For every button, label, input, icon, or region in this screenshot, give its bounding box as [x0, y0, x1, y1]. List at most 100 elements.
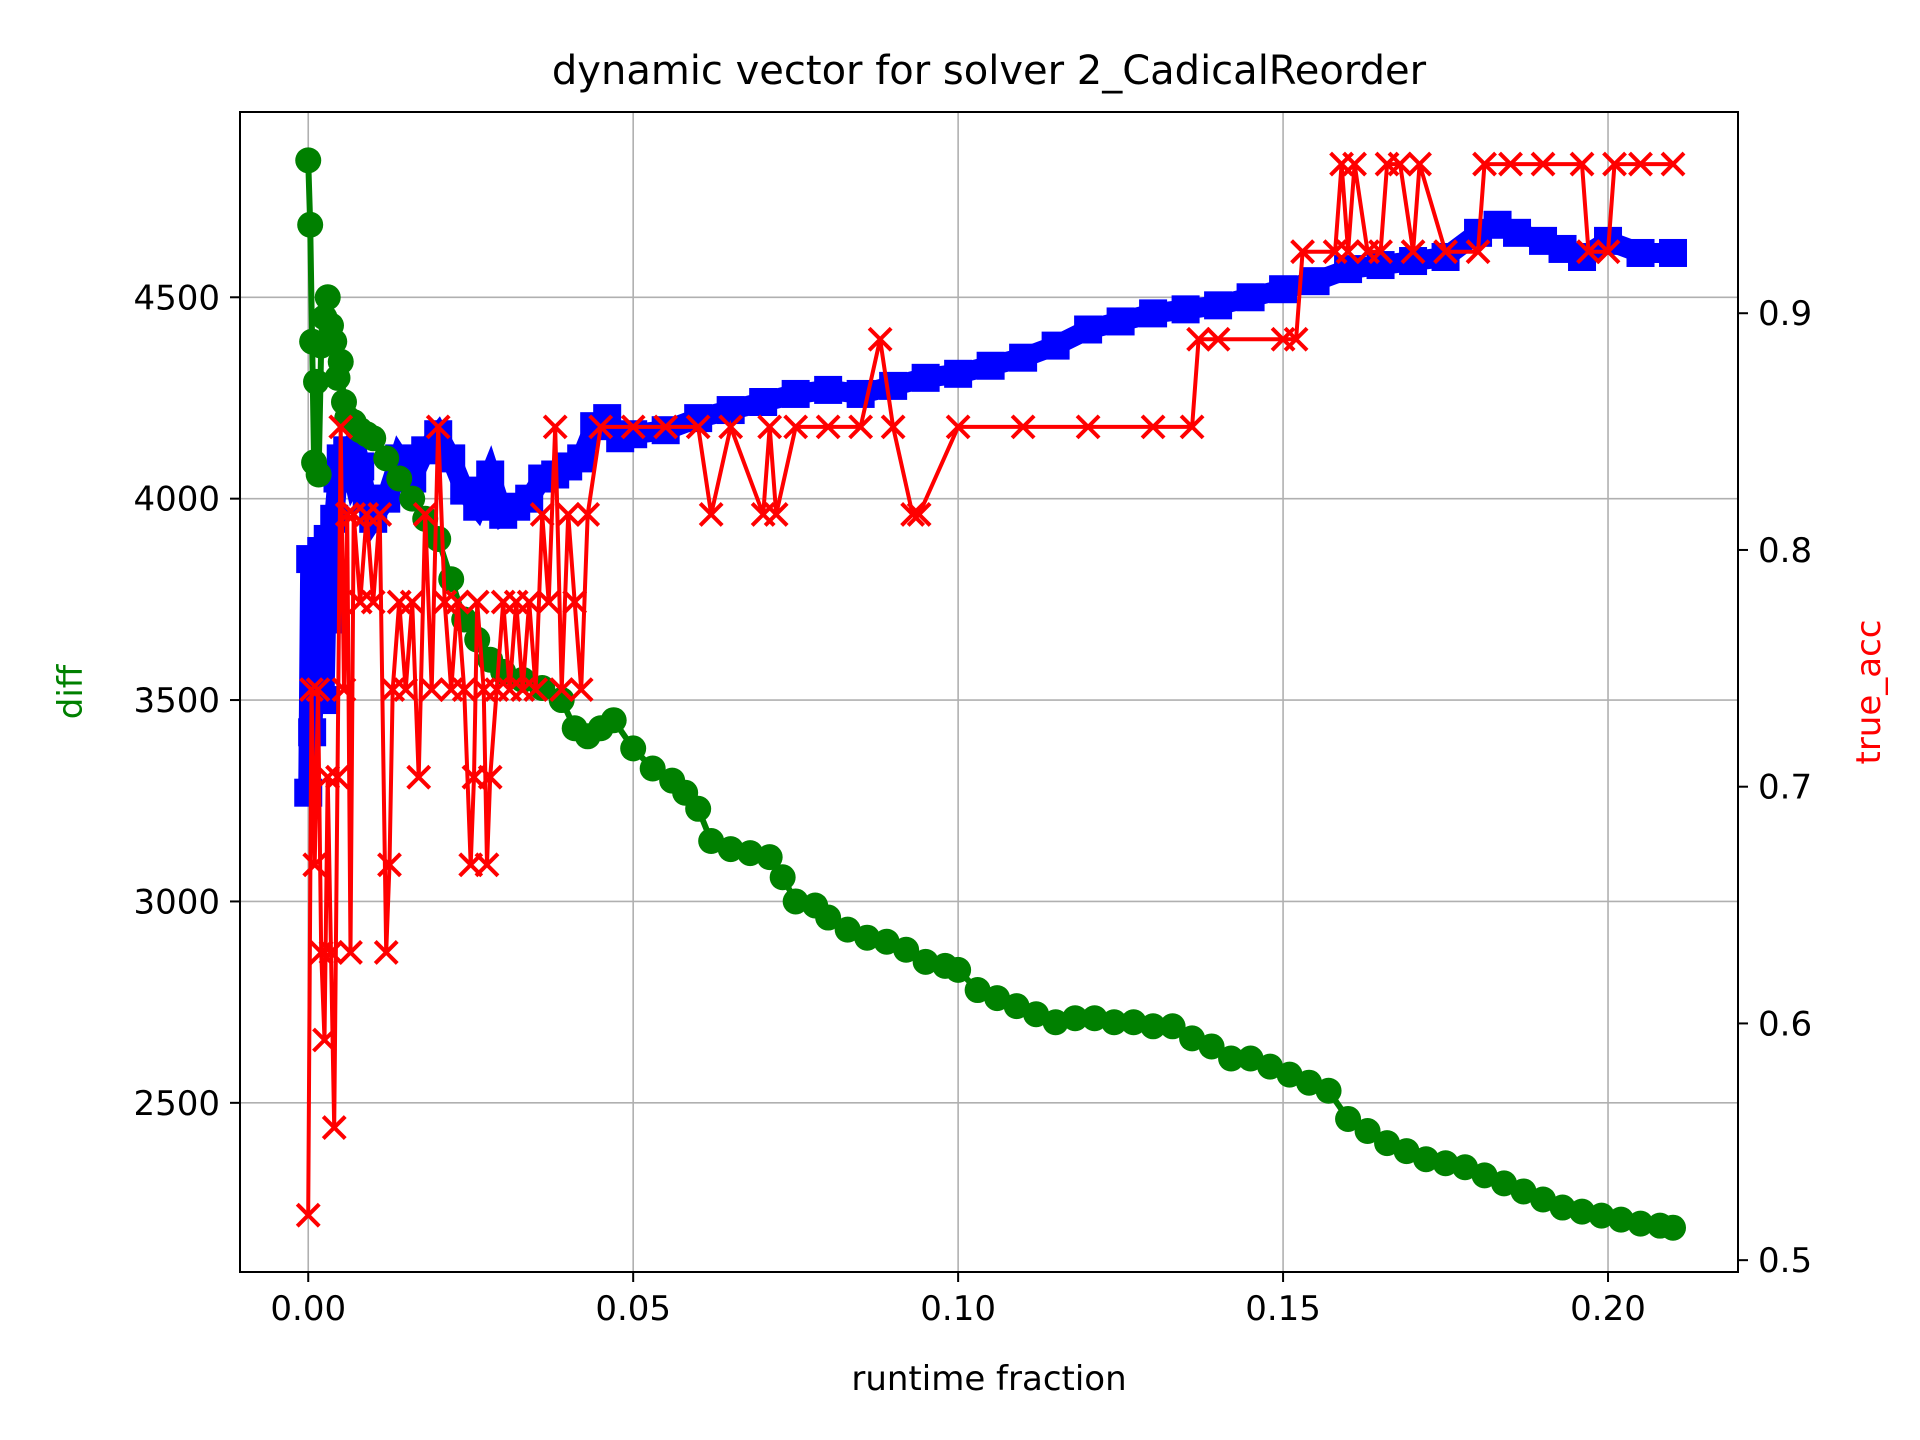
- data-point: [393, 677, 419, 703]
- data-point: [529, 502, 555, 527]
- data-point: [781, 379, 810, 408]
- data-point: [1159, 1013, 1186, 1040]
- data-point: [399, 589, 425, 615]
- data-point: [1530, 151, 1556, 177]
- y-left-tick-label: 3000: [133, 882, 220, 922]
- data-point: [900, 502, 926, 527]
- y-right-tick-label: 0.5: [1758, 1241, 1812, 1281]
- data-point: [328, 414, 354, 440]
- data-point: [314, 284, 341, 311]
- data-point: [769, 864, 796, 891]
- data-point: [782, 888, 809, 915]
- data-point: [1354, 1118, 1381, 1145]
- data-point: [848, 414, 874, 440]
- data-point: [315, 764, 341, 790]
- data-point: [1081, 1005, 1108, 1032]
- data-point: [854, 924, 881, 951]
- data-point: [1472, 151, 1497, 177]
- data-point: [1374, 1130, 1401, 1157]
- y-axis-left-label: diff: [51, 663, 91, 719]
- data-point: [1179, 1025, 1206, 1052]
- data-point: [1491, 1170, 1518, 1197]
- y-right-tick-label: 0.8: [1758, 531, 1812, 571]
- y-right-tick-label: 0.7: [1758, 768, 1812, 808]
- data-point: [1179, 414, 1205, 440]
- data-point: [1290, 239, 1315, 265]
- data-point: [906, 502, 932, 527]
- data-point: [911, 363, 940, 392]
- data-point: [620, 735, 647, 762]
- data-point: [1659, 238, 1688, 267]
- data-point: [1569, 151, 1595, 177]
- x-tick-label: 0.00: [270, 1289, 346, 1329]
- data-point: [1576, 239, 1601, 265]
- data-point: [1269, 275, 1298, 304]
- data-point: [1120, 1009, 1147, 1036]
- data-point: [406, 764, 432, 790]
- data-point: [1101, 1009, 1128, 1036]
- plot-frame: [239, 111, 1739, 1273]
- data-point: [1140, 414, 1166, 440]
- data-point: [308, 939, 334, 965]
- data-point: [1393, 1138, 1420, 1165]
- data-point: [653, 414, 679, 440]
- data-point: [1042, 1009, 1069, 1036]
- data-point: [373, 445, 400, 472]
- data-point: [763, 502, 789, 527]
- data-point: [297, 211, 324, 238]
- data-point: [536, 589, 562, 615]
- data-point: [477, 764, 503, 790]
- data-point: [1198, 1033, 1225, 1060]
- data-point: [639, 755, 666, 782]
- y-right-tick-label: 0.9: [1758, 294, 1812, 334]
- y-left-tick-label: 4000: [133, 480, 220, 520]
- data-point: [945, 414, 971, 440]
- data-point: [698, 828, 725, 855]
- data-point: [757, 414, 783, 440]
- data-point: [302, 852, 328, 878]
- data-point: [321, 328, 348, 355]
- data-point: [1549, 1194, 1576, 1221]
- data-point: [1237, 1045, 1264, 1072]
- data-point: [299, 677, 324, 703]
- data-point: [1588, 1202, 1615, 1229]
- data-point: [1003, 993, 1030, 1020]
- data-point: [912, 948, 939, 975]
- data-point: [1602, 151, 1627, 177]
- data-point: [600, 707, 627, 734]
- data-point: [303, 368, 330, 395]
- data-point: [1205, 326, 1231, 352]
- data-point: [1041, 331, 1070, 360]
- x-tick-label: 0.10: [920, 1289, 996, 1329]
- data-point: [331, 677, 357, 703]
- series-layer: [294, 147, 1688, 1241]
- data-point: [756, 844, 783, 871]
- data-point: [651, 416, 680, 445]
- data-point: [1407, 151, 1432, 177]
- series-0: [295, 147, 1687, 1241]
- data-point: [360, 425, 387, 452]
- data-point: [944, 359, 973, 388]
- data-point: [1368, 239, 1393, 265]
- data-point: [1595, 239, 1621, 265]
- data-point: [880, 414, 906, 440]
- data-point: [445, 589, 471, 615]
- data-point: [685, 795, 712, 822]
- data-point: [815, 414, 841, 440]
- data-point: [474, 852, 500, 878]
- data-point: [327, 348, 354, 375]
- data-point: [334, 502, 360, 527]
- data-point: [412, 502, 438, 527]
- data-point: [1140, 1013, 1167, 1040]
- data-point: [1503, 218, 1532, 247]
- data-point: [377, 852, 402, 878]
- data-point: [305, 461, 332, 488]
- data-point: [945, 956, 972, 983]
- data-point: [1301, 267, 1330, 296]
- data-point: [360, 589, 386, 615]
- data-point: [542, 414, 568, 440]
- data-point: [295, 147, 322, 174]
- x-tick-label: 0.20: [1570, 1289, 1646, 1329]
- data-point: [1342, 151, 1367, 177]
